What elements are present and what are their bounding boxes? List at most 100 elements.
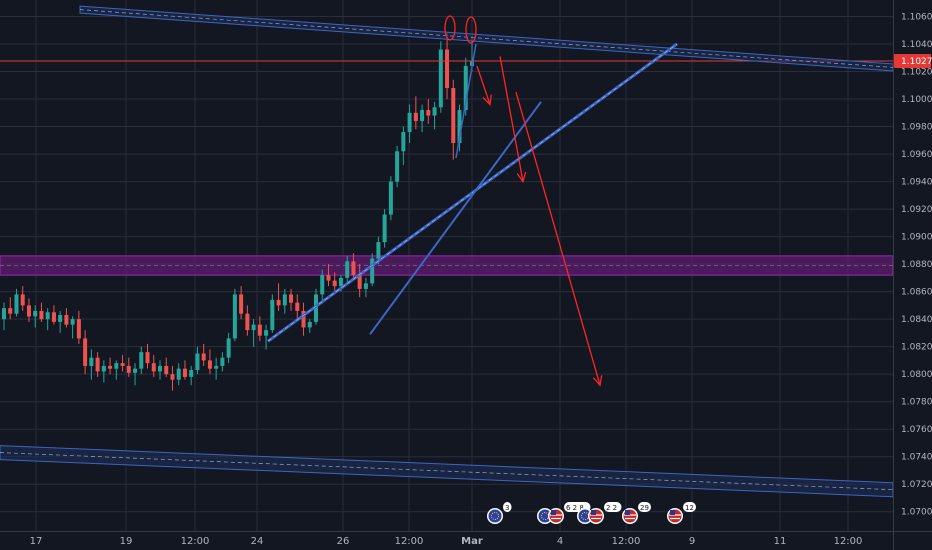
candle-body (83, 338, 88, 366)
event-marker[interactable]: 3 (487, 502, 512, 524)
candle-body (158, 365, 162, 372)
candle-body (407, 112, 412, 133)
candle-body (257, 324, 262, 336)
forecast-arrow (515, 91, 601, 386)
candle-body (451, 88, 456, 144)
x-tick-label: 12:00 (181, 536, 210, 547)
price-axis[interactable]: 1.10600 1.10400 1.10200 1.10000 1.09800 1.096… (893, 0, 932, 550)
candle-body (120, 363, 125, 366)
event-marker[interactable]: 29 (622, 502, 651, 524)
y-tick-label: 1.08400 (901, 315, 932, 325)
eu-flag-inner (538, 509, 552, 523)
candle-body (338, 277, 343, 287)
candle-body (176, 368, 181, 380)
current-price-tag (894, 53, 931, 68)
candle-body (39, 310, 44, 320)
x-tick-label: 11 (774, 536, 787, 547)
x-tick-label: 17 (30, 536, 43, 547)
event-markers[interactable]: 3 6 2 8 2 2 29 12 (487, 502, 696, 524)
forecast-arrow (499, 56, 524, 182)
candle-body (245, 313, 250, 331)
candle-body (401, 132, 406, 152)
event-marker[interactable]: 12 (667, 502, 696, 524)
candle-body (58, 315, 63, 322)
candle-body (301, 310, 306, 328)
candle-body (64, 315, 69, 325)
candle-body (70, 319, 75, 325)
candle-body (232, 294, 237, 339)
candle-body (388, 181, 393, 215)
candle-body (264, 330, 269, 336)
us-canton (670, 510, 675, 515)
rising-trendline-steep (455, 43, 477, 159)
y-tick-label: 1.08600 (901, 288, 932, 298)
candle-body (457, 110, 462, 144)
y-tick-label: 1.09600 (901, 150, 932, 160)
candle-body (139, 352, 144, 369)
candle-body (126, 365, 131, 373)
candle-body (376, 242, 381, 259)
candle-body (214, 365, 219, 369)
event-marker[interactable]: 2 2 (577, 502, 622, 524)
event-count-badge (503, 502, 512, 512)
candle-body (351, 261, 356, 276)
y-tick-label: 1.09400 (901, 178, 932, 188)
x-tick-label: 12:00 (612, 536, 641, 547)
candle-body (45, 312, 50, 320)
x-tick-label: 12:00 (395, 536, 424, 547)
x-tick-label: Mar (461, 536, 483, 547)
peak-circle-right (465, 16, 477, 44)
candle-body (326, 275, 331, 281)
candle-body (2, 308, 6, 320)
event-count-badge (638, 502, 651, 512)
candle-body (370, 258, 375, 284)
candle-body (295, 302, 300, 311)
candle-body (195, 353, 200, 371)
y-tick-label: 1.10000 (901, 95, 932, 105)
y-tick-label: 1.08800 (901, 260, 932, 270)
eu-flag-inner (488, 509, 502, 523)
candle-body (270, 299, 275, 331)
candle-body (151, 363, 156, 372)
x-tick-label: 12:00 (834, 536, 863, 547)
candle-body (320, 275, 325, 295)
current-price-label: 1.10277 (901, 57, 932, 67)
candle-body (26, 305, 31, 317)
event-count-label: 2 2 (606, 504, 617, 512)
peak-circle-left (444, 15, 456, 41)
event-count-label: 3 (505, 504, 509, 512)
candle-body (108, 365, 113, 369)
y-tick-label: 1.10400 (901, 40, 932, 50)
candle-body (20, 294, 25, 306)
candle-body (314, 294, 318, 322)
event-count-label: 6 2 8 (566, 504, 584, 512)
y-tick-label: 1.07400 (901, 453, 932, 463)
candle-body (432, 107, 437, 116)
candle-body (413, 112, 418, 122)
event-count-badge (604, 502, 622, 512)
candle-body (201, 353, 206, 361)
support-channel-midline (0, 452, 894, 491)
candle-body (289, 294, 294, 303)
y-tick-label: 1.10200 (901, 68, 932, 78)
candle-body (133, 368, 138, 373)
x-tick-label: 26 (337, 536, 350, 547)
y-tick-label: 1.08000 (901, 370, 932, 380)
candle-body (382, 214, 387, 243)
y-tick-label: 1.07200 (901, 480, 932, 490)
y-tick-label: 1.09000 (901, 233, 932, 243)
candle-body (189, 370, 194, 377)
time-axis[interactable]: 17 19 12:00 24 26 12:00 Mar 4 12:00 9 11 12:00 (0, 531, 932, 548)
candle-body (89, 357, 94, 366)
candle-body (114, 363, 119, 369)
candle-body (363, 283, 368, 289)
candle-body (145, 352, 150, 364)
annotations (0, 5, 894, 498)
forecast-arrowhead (592, 375, 603, 387)
candle-body (182, 368, 187, 377)
event-count-badge (683, 502, 696, 512)
candle-body (420, 110, 425, 122)
candle-body (239, 294, 244, 314)
